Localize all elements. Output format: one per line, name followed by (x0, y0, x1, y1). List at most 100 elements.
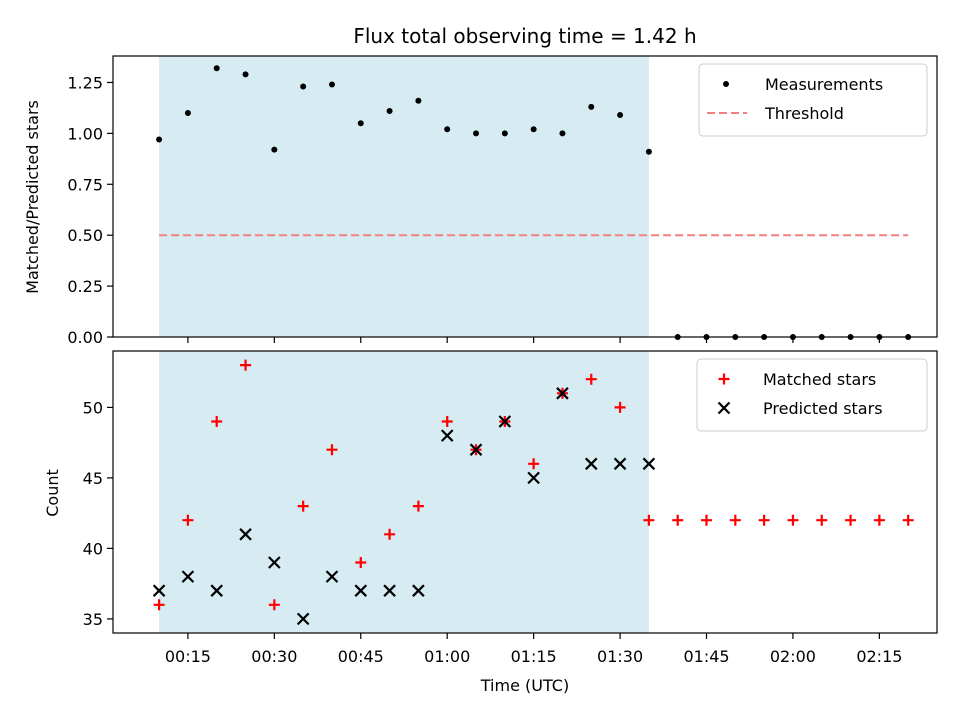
measurement-point (617, 112, 624, 119)
matched-star-point (268, 599, 280, 611)
top-y-tick-label: 0.75 (67, 175, 103, 194)
measurement-point (242, 71, 249, 78)
top-series-measurements (156, 65, 912, 340)
predicted-star-point (498, 415, 512, 428)
legend-entry-label: Predicted stars (763, 399, 883, 418)
matched-star-point (614, 401, 626, 413)
matched-star-point (355, 557, 367, 568)
matched-star-point (384, 528, 396, 540)
matched-star-point (182, 514, 194, 526)
matched-star-point (326, 444, 338, 456)
bottom-y-tick-label: 50 (83, 398, 103, 417)
legend-matched-swatch (718, 373, 730, 385)
matched-star-point (787, 514, 799, 526)
legend-entry-label: Matched stars (763, 370, 876, 389)
predicted-star-point (239, 528, 252, 541)
x-axis-label: Time (UTC) (480, 676, 569, 695)
top-panel: 0.00 0.25 0.50 0.75 1.00 1.25 Measurements Thre… (67, 55, 938, 347)
top-y-tick-label: 0.25 (67, 277, 103, 296)
measurement-point (473, 130, 480, 137)
measurement-point (184, 110, 191, 117)
matched-star-point (240, 359, 252, 371)
matched-star-point (845, 514, 857, 526)
x-tick-label: 02:00 (770, 647, 816, 666)
matched-star-point (816, 514, 828, 526)
predicted-star-point (527, 471, 540, 485)
matched-star-point (873, 514, 885, 526)
x-tick-label: 01:15 (511, 647, 557, 666)
x-tick-label: 01:30 (597, 647, 643, 666)
measurement-point (271, 146, 278, 153)
chart-title: Flux total observing time = 1.42 h (353, 24, 696, 48)
measurement-point (156, 136, 163, 143)
bottom-panel: 35 40 45 50 00:15 00:30 00:45 01:00 01:15 01:30 01… (83, 350, 938, 666)
top-shaded-span (159, 56, 649, 337)
measurement-point (213, 65, 220, 72)
top-axes-frame (112, 55, 938, 338)
matched-star-point (902, 514, 914, 526)
predicted-star-point (181, 570, 195, 583)
bottom-axes-frame (112, 350, 938, 634)
matched-star-point (729, 514, 741, 526)
bottom-legend: Matched stars Predicted stars (696, 358, 928, 432)
x-tick-label: 02:15 (856, 647, 902, 666)
predicted-star-point (325, 570, 339, 583)
matched-star-point (441, 416, 453, 427)
x-tick-label: 01:00 (424, 647, 470, 666)
top-y-tick-label: 0.00 (67, 328, 103, 347)
bottom-series-predicted-stars (152, 387, 656, 626)
measurement-point (444, 126, 451, 133)
matched-star-point (758, 514, 770, 526)
measurement-point (357, 120, 364, 127)
matched-star-point (153, 599, 165, 611)
x-tick-label: 01:45 (683, 647, 729, 666)
measurement-point (501, 130, 508, 137)
matched-star-point (412, 500, 424, 512)
predicted-star-point (412, 584, 425, 597)
measurement-point (645, 148, 652, 155)
predicted-star-point (584, 457, 598, 471)
bottom-shaded-span (159, 351, 649, 633)
predicted-star-point (268, 556, 281, 569)
matched-star-point (585, 373, 597, 385)
legend-measurement-swatch (723, 81, 729, 87)
predicted-star-point (210, 584, 223, 597)
bottom-series-matched-stars (153, 359, 914, 611)
top-y-tick-label: 1.00 (67, 124, 103, 143)
top-y-axis-label: Matched/Predicted stars (23, 100, 42, 294)
matched-star-point (528, 458, 540, 470)
predicted-star-point (152, 584, 166, 597)
measurement-point (559, 130, 566, 137)
bottom-y-tick-label: 45 (83, 469, 103, 488)
predicted-star-point (642, 457, 656, 471)
x-tick-label: 00:45 (338, 647, 384, 666)
legend-box (696, 358, 928, 432)
predicted-star-point (613, 457, 627, 471)
predicted-star-point (556, 387, 569, 400)
legend-predicted-swatch (717, 401, 731, 415)
measurement-point (588, 103, 595, 110)
matched-star-point (297, 500, 309, 512)
top-y-tick-label: 1.25 (67, 73, 103, 92)
bottom-y-axis-label: Count (43, 469, 62, 517)
measurement-point (386, 107, 393, 114)
x-tick-label: 00:30 (251, 647, 297, 666)
x-tick-label: 00:15 (165, 647, 211, 666)
top-legend: Measurements Threshold (698, 63, 928, 137)
measurement-point (530, 126, 537, 133)
matched-star-point (672, 514, 684, 526)
legend-entry-label: Threshold (764, 104, 844, 123)
measurement-point (300, 83, 307, 90)
predicted-star-point (296, 612, 310, 626)
matched-star-point (701, 514, 713, 526)
legend-box (698, 63, 928, 137)
measurement-point (328, 81, 335, 88)
matched-star-point (211, 416, 223, 427)
legend-entry-label: Measurements (765, 75, 883, 94)
predicted-star-point (469, 443, 483, 456)
predicted-star-point (383, 584, 396, 597)
bottom-y-tick-label: 35 (83, 610, 103, 629)
predicted-star-point (354, 584, 368, 597)
bottom-y-tick-label: 40 (83, 539, 103, 558)
